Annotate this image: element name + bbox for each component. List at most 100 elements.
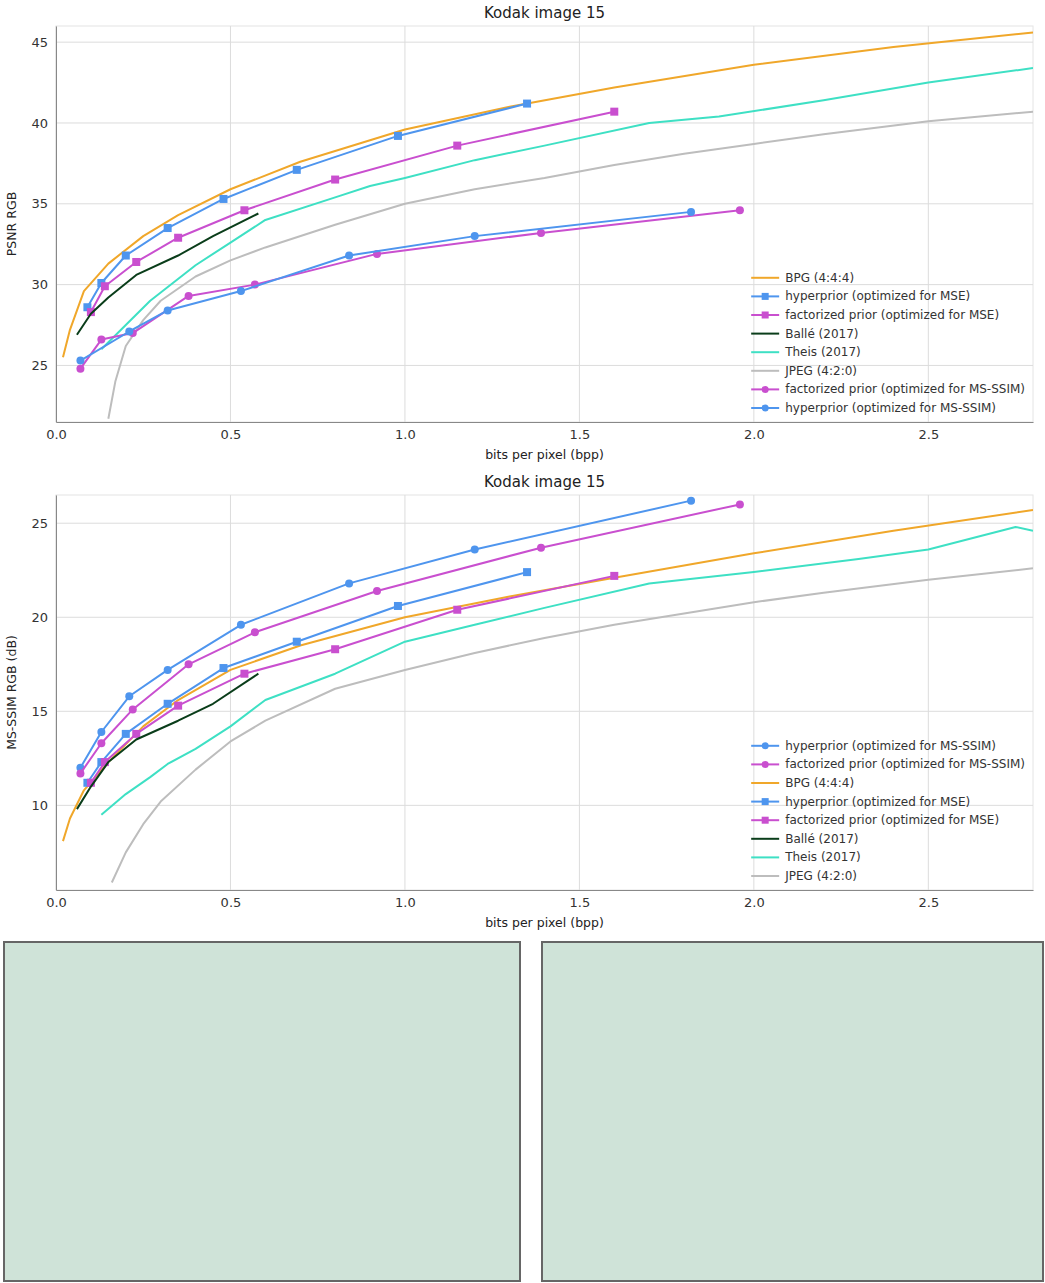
marker <box>610 108 618 116</box>
marker <box>76 769 84 777</box>
tick: 2.0 <box>744 422 765 442</box>
marker <box>76 357 84 365</box>
tick: 20 <box>31 610 56 625</box>
legend: BPG (4:4:4) hyperprior (optimized for MSE… <box>751 271 1025 415</box>
tick-label: 15 <box>31 704 48 719</box>
grid-line <box>56 284 1033 285</box>
legend-swatch <box>751 838 779 840</box>
series-line <box>101 68 1033 349</box>
marker <box>122 252 130 260</box>
grid-line <box>56 711 1033 712</box>
y-axis-title: MS-SSIM RGB (dB) <box>4 635 19 750</box>
marker <box>453 606 461 614</box>
marker <box>122 730 130 738</box>
tick-label: 0.0 <box>46 427 67 442</box>
legend-label: factorized prior (optimized for MS-SSIM) <box>785 382 1025 396</box>
legend-marker <box>762 817 769 824</box>
series-line <box>108 112 1033 419</box>
marker <box>251 628 259 636</box>
marker <box>125 692 133 700</box>
tick: 25 <box>31 516 56 531</box>
legend-item: hyperprior (optimized for MSE) <box>751 289 970 303</box>
tick: 1.0 <box>395 422 416 442</box>
marker <box>453 142 461 150</box>
legend-marker <box>762 312 769 319</box>
marker <box>101 282 109 290</box>
marker <box>394 132 402 140</box>
y-axis-title: PSNR RGB <box>4 192 19 256</box>
marker <box>523 100 531 108</box>
legend-item: JPEG (4:2:0) <box>751 869 857 883</box>
y-axis: 2530354045 <box>31 27 56 423</box>
grid-line <box>928 26 929 422</box>
chart-title: Kodak image 15 <box>484 4 605 22</box>
grid <box>56 495 1033 890</box>
marker <box>174 702 182 710</box>
series-line <box>80 501 691 768</box>
legend-label: factorized prior (optimized for MSE) <box>785 308 999 322</box>
grid-line <box>56 26 57 422</box>
legend-label: BPG (4:4:4) <box>785 271 854 285</box>
axis-line <box>57 890 1034 891</box>
legend-swatch <box>751 351 779 353</box>
legend-item: hyperprior (optimized for MS-SSIM) <box>751 401 996 415</box>
tick-label: 35 <box>31 196 48 211</box>
tick-label: 1.0 <box>395 895 416 910</box>
marker <box>373 587 381 595</box>
plot-frame <box>56 495 1033 890</box>
legend-label: JPEG (4:2:0) <box>784 364 857 378</box>
marker <box>345 252 353 260</box>
tick-label: 25 <box>31 358 48 373</box>
chart-title: Kodak image 15 <box>484 473 605 491</box>
legend-item: Ballé (2017) <box>751 832 858 846</box>
grid-line <box>56 122 1033 123</box>
marker <box>687 497 695 505</box>
legend-item: BPG (4:4:4) <box>751 776 854 790</box>
tick: 45 <box>31 35 56 50</box>
photo-placeholder <box>542 942 1043 1281</box>
legend-item: factorized prior (optimized for MSE) <box>751 813 999 827</box>
marker <box>687 208 695 216</box>
tick: 1.5 <box>570 890 591 910</box>
tick: 10 <box>31 798 56 813</box>
legend-item: Ballé (2017) <box>751 327 858 341</box>
tick-label: 1.5 <box>570 427 591 442</box>
x-axis: 0.00.51.01.52.02.5 <box>46 890 1033 910</box>
legend-item: factorized prior (optimized for MS-SSIM) <box>751 382 1025 396</box>
marker <box>240 670 248 678</box>
grid-line <box>404 26 405 422</box>
legend-swatch <box>751 333 779 335</box>
legend-item: JPEG (4:2:0) <box>751 364 857 378</box>
marker <box>76 365 84 373</box>
series-line <box>80 210 739 368</box>
legend-label: Theis (2017) <box>784 345 861 359</box>
tick: 15 <box>31 704 56 719</box>
legend-label: JPEG (4:2:0) <box>784 869 857 883</box>
grid-line <box>753 26 754 422</box>
series-line <box>77 213 258 334</box>
marker <box>345 579 353 587</box>
plot-area <box>63 497 1033 883</box>
tick-label: 2.0 <box>744 427 765 442</box>
axis-line <box>56 27 57 423</box>
tick-label: 2.0 <box>744 895 765 910</box>
legend-swatch <box>751 856 779 858</box>
grid-line <box>56 617 1033 618</box>
legend-label: hyperprior (optimized for MSE) <box>785 289 970 303</box>
x-axis: 0.00.51.01.52.02.5 <box>46 422 1033 442</box>
grid-line <box>56 365 1033 366</box>
legend-marker <box>762 742 769 749</box>
legend-marker <box>762 798 769 805</box>
tick-label: 30 <box>31 277 48 292</box>
legend-label: hyperprior (optimized for MSE) <box>785 795 970 809</box>
x-axis-title: bits per pixel (bpp) <box>485 447 604 462</box>
tick-label: 1.0 <box>395 427 416 442</box>
y-axis: 10 15 20 25 <box>31 496 56 891</box>
tick: 0.0 <box>46 422 67 442</box>
tick: 2.0 <box>744 890 765 910</box>
legend-item: Theis (2017) <box>751 850 861 864</box>
legend-swatch <box>751 277 779 279</box>
legend-item: hyperprior (optimized for MS-SSIM) <box>751 739 996 753</box>
grid-line <box>56 495 57 890</box>
tick: 0.0 <box>46 890 67 910</box>
